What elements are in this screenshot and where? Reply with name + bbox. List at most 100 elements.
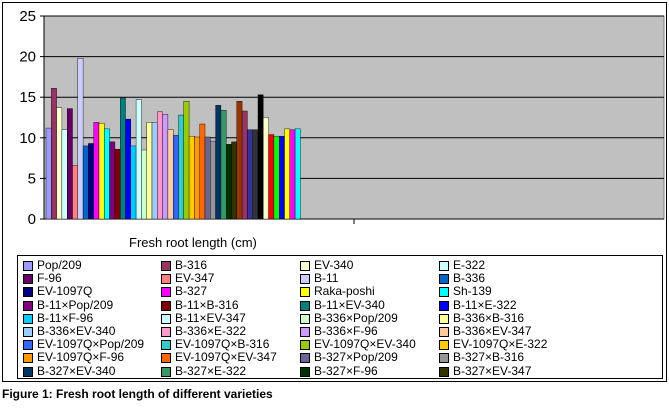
bar-E-322: [61, 129, 68, 220]
bar-B-327×Pop/209: [204, 136, 211, 220]
legend-label: B-316: [175, 258, 208, 272]
bar-EV-340: [56, 107, 63, 220]
legend-swatch: [161, 287, 171, 298]
legend-swatch: [23, 353, 33, 364]
legend-swatch: [300, 340, 310, 351]
legend-swatch: [439, 353, 449, 364]
legend-label: B-327×EV-340: [37, 363, 116, 378]
legend-swatch: [439, 287, 449, 298]
bar-B-336×EV-340: [151, 122, 158, 220]
legend-swatch: [300, 353, 310, 364]
legend-swatch: [161, 366, 171, 377]
bar-EV-1097Q×E-322: [188, 135, 195, 220]
bar-B-336×F-96: [162, 114, 169, 220]
legend-swatch: [161, 340, 171, 351]
bar-F-96: [66, 108, 73, 220]
legend-label: B-336×Pop/209: [314, 310, 398, 325]
bar-B-11×E-322: [125, 118, 132, 220]
legend-swatch: [161, 300, 171, 311]
bar-series-39: [247, 129, 253, 220]
bar-series-40: [252, 129, 259, 220]
legend-label: EV-1097Q×EV-340: [314, 337, 416, 352]
bar-B-327×E-322: [220, 109, 227, 220]
bar-B-11: [77, 58, 84, 220]
bar-Sh-139: [104, 128, 110, 220]
legend-label: EV-1097Q×E-322: [453, 337, 548, 352]
bar-EV-1097Q×EV-340: [183, 101, 190, 220]
legend-label: B-327×EV-347: [453, 363, 532, 378]
bar-EV-347: [72, 165, 79, 220]
legend-label: B-327×F-96: [314, 363, 378, 378]
bar-B-336×Pop/209: [141, 149, 147, 220]
y-tick-label: 20: [19, 49, 36, 66]
legend-label: EV-1097Q×EV-347: [175, 350, 277, 365]
bar-B-11×Pop/209: [109, 141, 116, 220]
y-tick-label: 10: [19, 130, 36, 147]
legend-swatch: [23, 366, 33, 377]
bar-series-47: [289, 129, 296, 220]
legend-label: B-327: [175, 284, 208, 299]
bar-EV-1097Q×Pop/209: [172, 135, 179, 220]
bar-B-336×E-322: [157, 111, 163, 220]
bar-B-327×EV-340: [215, 105, 222, 220]
bar-B-327×EV-347: [231, 141, 238, 220]
chart-frame: 0 5 10 15 20 25 Fresh root length (cm) Pop/20…: [2, 2, 667, 382]
legend-label: B-336×EV-340: [37, 324, 116, 338]
bar-series-42: [263, 117, 269, 220]
legend-swatch: [23, 327, 33, 337]
bar-B-336: [82, 145, 89, 220]
bar-series-38: [241, 110, 248, 220]
legend-label: B-336×E-322: [175, 324, 247, 338]
y-tick-label: 25: [19, 8, 36, 25]
bar-EV-1097Q×B-316: [178, 114, 185, 220]
legend-label: EV-347: [175, 271, 215, 286]
legend-swatch: [300, 366, 310, 377]
legend-swatch: [300, 274, 310, 285]
legend-label: EV-1097Q×Pop/209: [37, 337, 145, 352]
figure-caption: Figure 1: Fresh root length of different…: [2, 387, 273, 401]
legend-swatch: [161, 274, 171, 285]
legend-label: B-336: [453, 271, 486, 286]
legend-swatch: [161, 313, 171, 324]
legend-swatch: [439, 313, 449, 324]
bar-series-45: [279, 135, 285, 220]
bar-series-37: [236, 101, 243, 220]
legend-label: Raka-poshi: [314, 284, 375, 299]
legend-swatch: [439, 327, 449, 337]
y-tick-label: 5: [28, 170, 36, 187]
legend-swatch: [161, 353, 171, 364]
bar-B-327×B-316: [210, 140, 216, 220]
legend-swatch: [161, 261, 171, 271]
bar-B-11×EV-347: [135, 99, 142, 220]
bar-B-11×EV-340: [119, 97, 126, 220]
legend-swatch: [23, 261, 33, 271]
bar-EV-1097Q: [88, 143, 94, 220]
legend-label: B-11×F-96: [37, 310, 94, 325]
bar-series-43: [268, 134, 275, 220]
legend-swatch: [439, 274, 449, 285]
bar-chart: 0 5 10 15 20 25: [19, 8, 665, 228]
legend-label: EV-1097Q×B-316: [175, 337, 270, 352]
legend-label: B-336×B-316: [453, 310, 525, 325]
bar-B-11×B-316: [114, 148, 121, 220]
legend-label: EV-340: [314, 258, 354, 272]
legend-swatch: [23, 340, 33, 351]
legend-swatch: [439, 340, 449, 351]
legend-label: B-11×Pop/209: [37, 297, 114, 312]
legend-label: B-11×EV-340: [314, 297, 385, 312]
y-tick-label: 0: [28, 211, 36, 228]
bar-EV-1097Q×F-96: [194, 136, 200, 220]
legend-label: B-11×EV-347: [175, 310, 246, 325]
legend-label: F-96: [37, 271, 62, 286]
legend-swatch: [300, 261, 310, 271]
bar-series-44: [273, 135, 280, 220]
legend-swatch: [23, 313, 33, 324]
x-axis-label: Fresh root length (cm): [129, 235, 257, 250]
legend: Pop/209 B-316 EV-340 E-322 F-96 EV-347 B-11 B-3…: [17, 255, 663, 379]
bar-Pop/209: [45, 127, 52, 220]
bar-series-46: [284, 128, 291, 220]
legend-label: B-11×E-322: [453, 297, 517, 312]
legend-label: EV-1097Q: [37, 284, 93, 299]
legend-label: B-327×Pop/209: [314, 350, 398, 365]
bar-B-327×F-96: [225, 144, 232, 220]
